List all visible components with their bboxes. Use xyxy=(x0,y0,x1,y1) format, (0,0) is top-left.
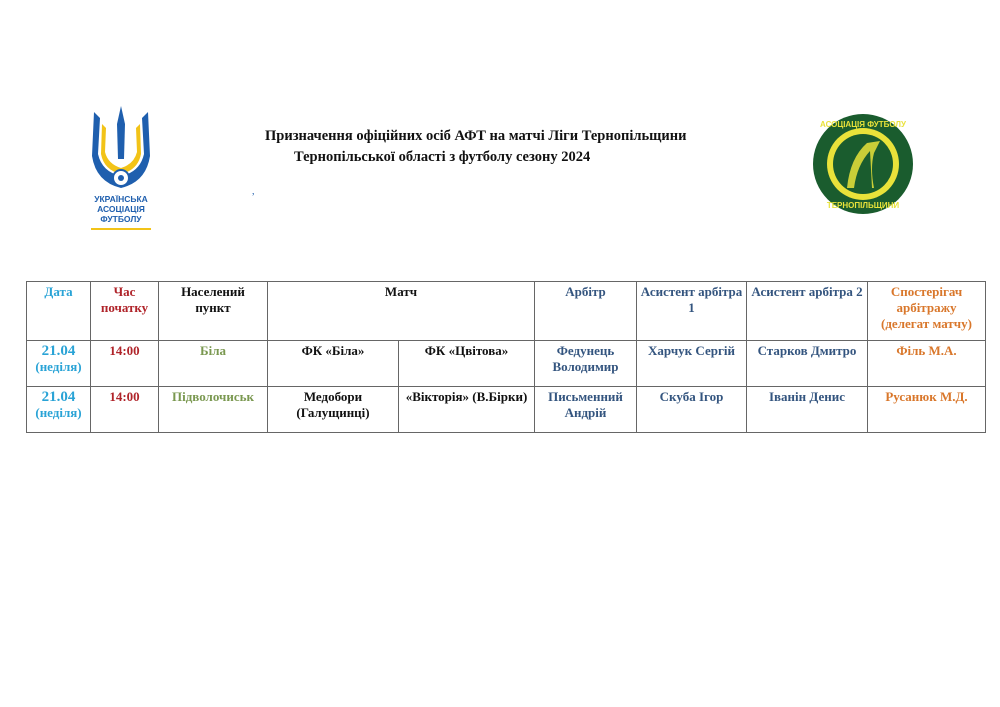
header-row: Дата Час початку Населений пункт Матч Ар… xyxy=(26,281,986,341)
assistant2-cell: Старков Дмитро xyxy=(746,340,868,387)
appointments-table: Дата Час початку Населений пункт Матч Ар… xyxy=(26,281,986,433)
time-cell: 14:00 xyxy=(90,340,159,387)
table-row: 21.04 (неділя) 14:00 Підволочиськ Медобор… xyxy=(26,386,986,433)
weekday: (неділя) xyxy=(35,405,82,420)
time-cell: 14:00 xyxy=(90,386,159,433)
date-cell: 21.04 (неділя) xyxy=(26,386,91,433)
referee-cell: Федунець Володимир xyxy=(534,340,637,387)
referee-cell: Письменний Андрій xyxy=(534,386,637,433)
logo-underline xyxy=(91,228,151,230)
uaf-logo-text: УКРАЇНСЬКА АСОЦІАЦІЯ ФУТБОЛУ xyxy=(94,194,148,224)
assistant2-cell: Іванін Денис xyxy=(746,386,868,433)
table-row: 21.04 (неділя) 14:00 Біла ФК «Біла» ФК «Ц… xyxy=(26,340,986,387)
observer-cell: Філь М.А. xyxy=(867,340,986,387)
title-line-1: Призначення офіційних осіб АФТ на матчі … xyxy=(265,128,687,144)
header-assistant2: Асистент арбітра 2 xyxy=(746,281,868,341)
aft-logo: АСОЦІАЦІЯ ФУТБОЛУ ТЕРНОПІЛЬЩИНИ xyxy=(812,113,914,215)
stray-mark: , xyxy=(252,186,255,197)
weekday: (неділя) xyxy=(35,359,82,374)
date: 21.04 xyxy=(41,343,76,359)
header-referee: Арбітр xyxy=(534,281,637,341)
svg-text:ТЕРНОПІЛЬЩИНИ: ТЕРНОПІЛЬЩИНИ xyxy=(827,201,900,210)
place-cell: Підволочиськ xyxy=(158,386,268,433)
header-place: Населений пункт xyxy=(158,281,268,341)
date-cell: 21.04 (неділя) xyxy=(26,340,91,387)
home-team-cell: ФК «Біла» xyxy=(267,340,399,387)
place-cell: Біла xyxy=(158,340,268,387)
header-time: Час початку xyxy=(90,281,159,341)
observer-cell: Русанюк М.Д. xyxy=(867,386,986,433)
away-team-cell: «Вікторія» (В.Бірки) xyxy=(398,386,535,433)
title-line-2: Тернопільської області з футболу сезону … xyxy=(294,149,591,165)
header-observer: Спостерігач арбітражу (делегат матчу) xyxy=(867,281,986,341)
home-team-cell: Медобори (Галущинці) xyxy=(267,386,399,433)
svg-text:АСОЦІАЦІЯ ФУТБОЛУ: АСОЦІАЦІЯ ФУТБОЛУ xyxy=(820,120,907,129)
uaf-logo: УКРАЇНСЬКА АСОЦІАЦІЯ ФУТБОЛУ xyxy=(88,104,154,230)
away-team-cell: ФК «Цвітова» xyxy=(398,340,535,387)
date: 21.04 xyxy=(41,389,76,405)
assistant1-cell: Скуба Ігор xyxy=(636,386,747,433)
header-date: Дата xyxy=(26,281,91,341)
header-match: Матч xyxy=(267,281,535,341)
header-assistant1: Асистент арбітра 1 xyxy=(636,281,747,341)
trident-icon xyxy=(92,106,150,188)
assistant1-cell: Харчук Сергій xyxy=(636,340,747,387)
